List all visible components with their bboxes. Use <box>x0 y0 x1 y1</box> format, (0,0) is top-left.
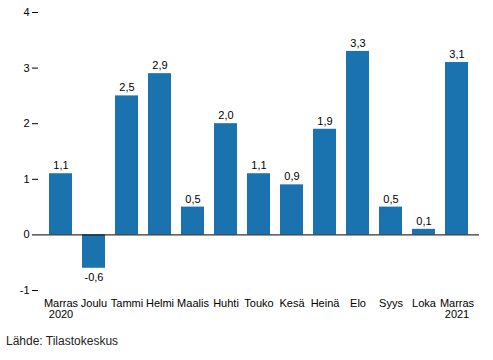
svg-text:Kesä: Kesä <box>279 297 305 309</box>
svg-text:Marras2020: Marras2020 <box>44 297 79 320</box>
svg-text:2,0: 2,0 <box>218 109 233 121</box>
svg-text:2,9: 2,9 <box>152 59 167 71</box>
svg-text:0: 0 <box>23 228 29 240</box>
svg-text:1,9: 1,9 <box>317 115 332 127</box>
svg-text:Touko: Touko <box>244 297 273 309</box>
svg-text:Elo: Elo <box>350 297 366 309</box>
svg-text:0,5: 0,5 <box>185 193 200 205</box>
svg-text:1,1: 1,1 <box>251 159 266 171</box>
svg-text:Loka: Loka <box>412 297 437 309</box>
svg-text:-0,6: -0,6 <box>85 271 104 283</box>
svg-text:Syys: Syys <box>379 297 403 309</box>
svg-text:Heinä: Heinä <box>311 297 341 309</box>
svg-text:3,1: 3,1 <box>449 48 464 60</box>
svg-text:1,1: 1,1 <box>53 159 68 171</box>
svg-text:4: 4 <box>23 6 29 18</box>
svg-text:Helmi: Helmi <box>146 297 174 309</box>
svg-text:2: 2 <box>23 117 29 129</box>
svg-text:3,3: 3,3 <box>350 37 365 49</box>
svg-text:0,1: 0,1 <box>416 215 431 227</box>
svg-text:Joulu: Joulu <box>81 297 107 309</box>
svg-text:0,5: 0,5 <box>383 193 398 205</box>
svg-text:0,9: 0,9 <box>284 170 299 182</box>
svg-text:2,5: 2,5 <box>119 81 134 93</box>
svg-text:Tammi: Tammi <box>111 297 143 309</box>
html-text:Lähde: Tilastokeskus: Lähde: Tilastokeskus <box>6 334 119 348</box>
svg-text:3: 3 <box>23 62 29 74</box>
svg-text:Marras2021: Marras2021 <box>440 297 475 320</box>
svg-text:Maalis: Maalis <box>177 297 209 309</box>
svg-text:Huhti: Huhti <box>213 297 239 309</box>
svg-text:-1: -1 <box>20 284 30 296</box>
svg-text:1: 1 <box>23 173 29 185</box>
